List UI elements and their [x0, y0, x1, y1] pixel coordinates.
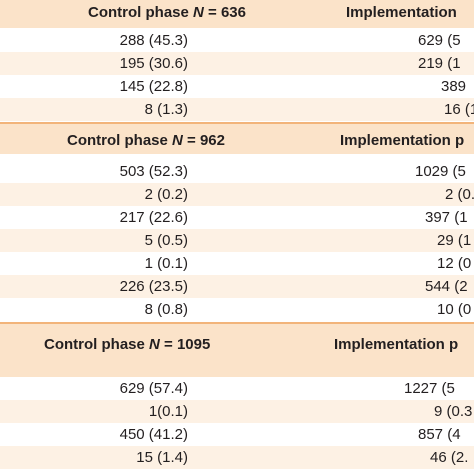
table-row: 8 (1.3)16 (1	[0, 98, 474, 121]
implementation-phase-heading: Implementation p	[334, 336, 459, 353]
table-row: 8 (0.8) 10 (0	[0, 298, 474, 321]
section-1-header: Control phase N = 636 Implementation	[0, 0, 474, 28]
table-row: 145 (22.8) 389	[0, 75, 474, 98]
section-2-header: Control phase N = 962 Implementation p	[0, 122, 474, 154]
table-row: 503 (52.3) 1029 (5	[0, 160, 474, 183]
table-row: 15 (1.4) 46 (2.	[0, 446, 474, 469]
table-row: 1(0.1) 9 (0.3	[0, 400, 474, 423]
table-row: 195 (30.6) 219 (1	[0, 52, 474, 75]
table-row: 217 (22.6) 397 (1	[0, 206, 474, 229]
implementation-phase-heading: Implementation	[346, 4, 457, 21]
table-row: 288 (45.3) 629 (5	[0, 29, 474, 52]
implementation-phase-heading: Implementation p	[340, 132, 465, 149]
control-phase-heading: Control phase N = 636	[88, 4, 246, 21]
table-row: 5 (0.5) 29 (1	[0, 229, 474, 252]
table-row: 629 (57.4) 1227 (5	[0, 377, 474, 400]
control-phase-heading: Control phase N = 962	[67, 132, 225, 149]
control-phase-heading: Control phase N = 1095	[44, 336, 211, 353]
table-row: 450 (41.2) 857 (4	[0, 423, 474, 446]
section-3-header: Control phase N = 1095 Implementation p	[0, 322, 474, 377]
table-row: 226 (23.5) 544 (2	[0, 275, 474, 298]
table-row: 2 (0.2) 2 (0.	[0, 183, 474, 206]
table-row: 1 (0.1) 12 (0	[0, 252, 474, 275]
